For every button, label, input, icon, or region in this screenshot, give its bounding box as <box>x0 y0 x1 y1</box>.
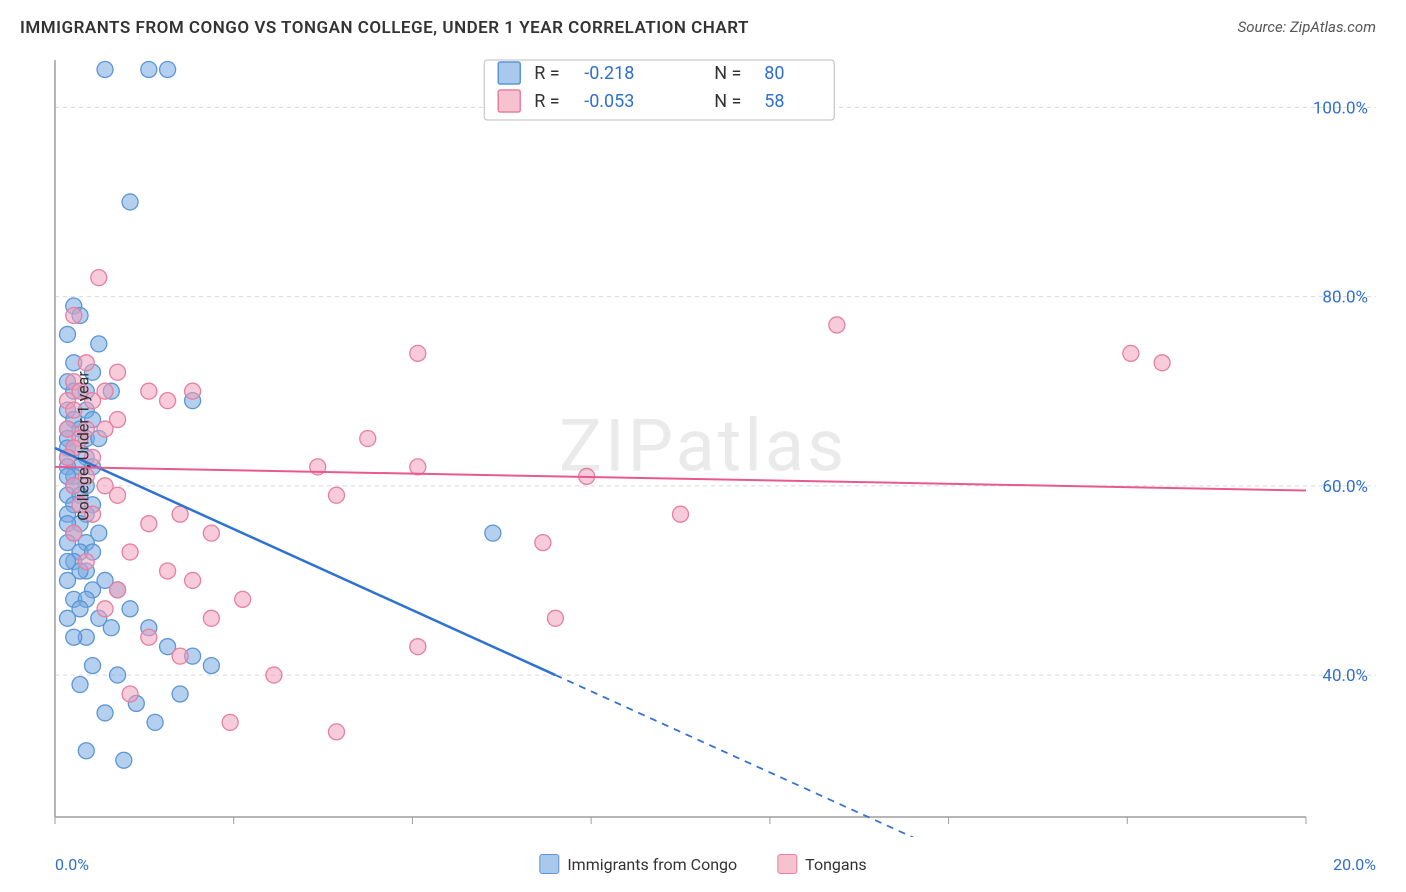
scatter-chart-svg: 40.0% 60.0% 80.0% 100.0% R = -0.218 N = 80 R = -0… <box>45 55 1376 837</box>
legend-swatch-congo <box>539 854 559 874</box>
svg-text:-0.053: -0.053 <box>584 91 634 112</box>
svg-text:R =: R = <box>534 91 559 112</box>
source-attribution: Source: ZipAtlas.com <box>1238 18 1376 36</box>
svg-text:N =: N = <box>714 63 741 84</box>
svg-text:40.0%: 40.0% <box>1322 666 1368 686</box>
legend-swatch-tongans <box>777 854 797 874</box>
x-axis-min-label: 0.0% <box>55 855 89 874</box>
y-axis-label: College, Under 1 year <box>73 371 92 521</box>
x-axis-max-label: 20.0% <box>1333 855 1376 874</box>
svg-text:100.0%: 100.0% <box>1313 98 1368 118</box>
svg-text:60.0%: 60.0% <box>1322 477 1368 497</box>
series-legend: Immigrants from Congo Tongans <box>539 854 866 874</box>
svg-text:80.0%: 80.0% <box>1322 288 1368 308</box>
legend-label: Immigrants from Congo <box>567 855 737 874</box>
svg-text:80: 80 <box>764 63 784 84</box>
svg-text:R =: R = <box>534 63 559 84</box>
svg-text:-0.218: -0.218 <box>584 63 634 84</box>
chart-title: IMMIGRANTS FROM CONGO VS TONGAN COLLEGE,… <box>20 18 749 38</box>
legend-item-tongans: Tongans <box>777 854 867 874</box>
svg-text:N =: N = <box>714 91 741 112</box>
legend-item-congo: Immigrants from Congo <box>539 854 737 874</box>
chart-area: 40.0% 60.0% 80.0% 100.0% R = -0.218 N = 80 R = -0… <box>45 55 1376 837</box>
legend-label: Tongans <box>805 855 867 874</box>
svg-text:58: 58 <box>764 91 784 112</box>
